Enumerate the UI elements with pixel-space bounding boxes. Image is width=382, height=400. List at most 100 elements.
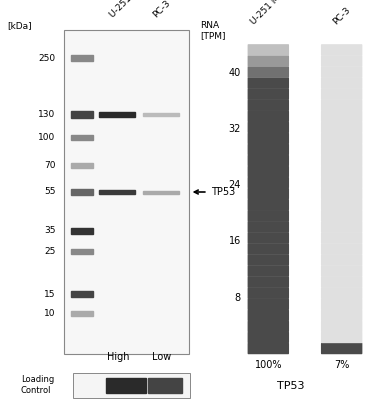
Bar	[71, 163, 93, 168]
Text: 100%: 100%	[254, 360, 282, 370]
FancyBboxPatch shape	[248, 332, 289, 343]
FancyBboxPatch shape	[248, 199, 289, 210]
Bar	[71, 111, 93, 118]
Text: 15: 15	[44, 290, 56, 298]
Text: 70: 70	[44, 161, 56, 170]
FancyBboxPatch shape	[248, 298, 289, 310]
Text: 16: 16	[228, 236, 241, 246]
Text: TP53: TP53	[277, 381, 304, 391]
FancyBboxPatch shape	[321, 188, 363, 200]
FancyBboxPatch shape	[248, 110, 289, 122]
FancyBboxPatch shape	[321, 210, 363, 222]
FancyBboxPatch shape	[321, 55, 363, 67]
FancyBboxPatch shape	[248, 343, 289, 354]
Text: Low: Low	[152, 352, 172, 362]
Text: 250: 250	[39, 54, 56, 63]
FancyBboxPatch shape	[321, 221, 363, 233]
FancyBboxPatch shape	[321, 166, 363, 177]
Text: 8: 8	[235, 293, 241, 303]
FancyBboxPatch shape	[321, 100, 363, 111]
Text: 55: 55	[44, 188, 56, 196]
FancyBboxPatch shape	[248, 155, 289, 166]
Text: RNA
[TPM]: RNA [TPM]	[201, 21, 226, 40]
Text: PC-3: PC-3	[331, 6, 352, 26]
FancyBboxPatch shape	[321, 66, 363, 78]
FancyBboxPatch shape	[321, 144, 363, 155]
FancyBboxPatch shape	[321, 265, 363, 277]
Bar	[71, 291, 93, 297]
Text: U-251 MG: U-251 MG	[249, 0, 287, 26]
Text: TP53: TP53	[194, 187, 235, 197]
Bar	[99, 112, 135, 117]
FancyBboxPatch shape	[321, 232, 363, 244]
FancyBboxPatch shape	[248, 88, 289, 100]
FancyBboxPatch shape	[321, 133, 363, 144]
Bar	[71, 311, 93, 316]
FancyBboxPatch shape	[321, 332, 363, 343]
Text: U-251 MG: U-251 MG	[108, 0, 146, 20]
FancyBboxPatch shape	[73, 373, 190, 398]
FancyBboxPatch shape	[321, 177, 363, 188]
FancyBboxPatch shape	[248, 177, 289, 188]
FancyBboxPatch shape	[321, 298, 363, 310]
FancyBboxPatch shape	[248, 166, 289, 177]
FancyBboxPatch shape	[248, 144, 289, 155]
Text: 10: 10	[44, 309, 56, 318]
Bar	[143, 191, 179, 194]
FancyBboxPatch shape	[321, 122, 363, 133]
FancyBboxPatch shape	[321, 88, 363, 100]
FancyBboxPatch shape	[248, 276, 289, 288]
FancyBboxPatch shape	[248, 66, 289, 78]
Text: Loading
Control: Loading Control	[21, 375, 54, 395]
FancyBboxPatch shape	[248, 210, 289, 222]
FancyBboxPatch shape	[321, 310, 363, 321]
Text: PC-3: PC-3	[151, 0, 172, 20]
Bar	[148, 378, 183, 392]
FancyBboxPatch shape	[248, 310, 289, 321]
Bar	[71, 249, 93, 254]
Text: 24: 24	[228, 180, 241, 190]
Bar	[99, 190, 135, 194]
FancyBboxPatch shape	[321, 155, 363, 166]
Text: 7%: 7%	[334, 360, 350, 370]
FancyBboxPatch shape	[248, 133, 289, 144]
Bar	[143, 113, 179, 116]
Bar	[71, 135, 93, 140]
FancyBboxPatch shape	[248, 320, 289, 332]
Text: 40: 40	[228, 68, 241, 78]
Text: 100: 100	[38, 133, 56, 142]
FancyBboxPatch shape	[321, 44, 363, 56]
Bar	[71, 228, 93, 234]
Text: High: High	[107, 352, 129, 362]
FancyBboxPatch shape	[248, 100, 289, 111]
Bar	[71, 56, 93, 61]
Text: 35: 35	[44, 226, 56, 235]
FancyBboxPatch shape	[248, 265, 289, 277]
Text: 130: 130	[38, 110, 56, 119]
Bar	[106, 378, 146, 392]
Bar	[71, 189, 93, 195]
FancyBboxPatch shape	[248, 188, 289, 200]
FancyBboxPatch shape	[63, 30, 189, 354]
FancyBboxPatch shape	[248, 122, 289, 133]
FancyBboxPatch shape	[321, 110, 363, 122]
FancyBboxPatch shape	[248, 254, 289, 266]
Text: 32: 32	[228, 124, 241, 134]
FancyBboxPatch shape	[248, 44, 289, 56]
FancyBboxPatch shape	[321, 254, 363, 266]
FancyBboxPatch shape	[321, 276, 363, 288]
FancyBboxPatch shape	[248, 55, 289, 67]
FancyBboxPatch shape	[321, 320, 363, 332]
FancyBboxPatch shape	[321, 243, 363, 255]
FancyBboxPatch shape	[321, 343, 363, 354]
FancyBboxPatch shape	[248, 288, 289, 299]
FancyBboxPatch shape	[321, 199, 363, 210]
Text: [kDa]: [kDa]	[8, 21, 32, 30]
FancyBboxPatch shape	[321, 288, 363, 299]
Text: 25: 25	[44, 247, 56, 256]
FancyBboxPatch shape	[248, 77, 289, 89]
FancyBboxPatch shape	[248, 232, 289, 244]
FancyBboxPatch shape	[248, 221, 289, 233]
FancyBboxPatch shape	[321, 77, 363, 89]
FancyBboxPatch shape	[248, 243, 289, 255]
